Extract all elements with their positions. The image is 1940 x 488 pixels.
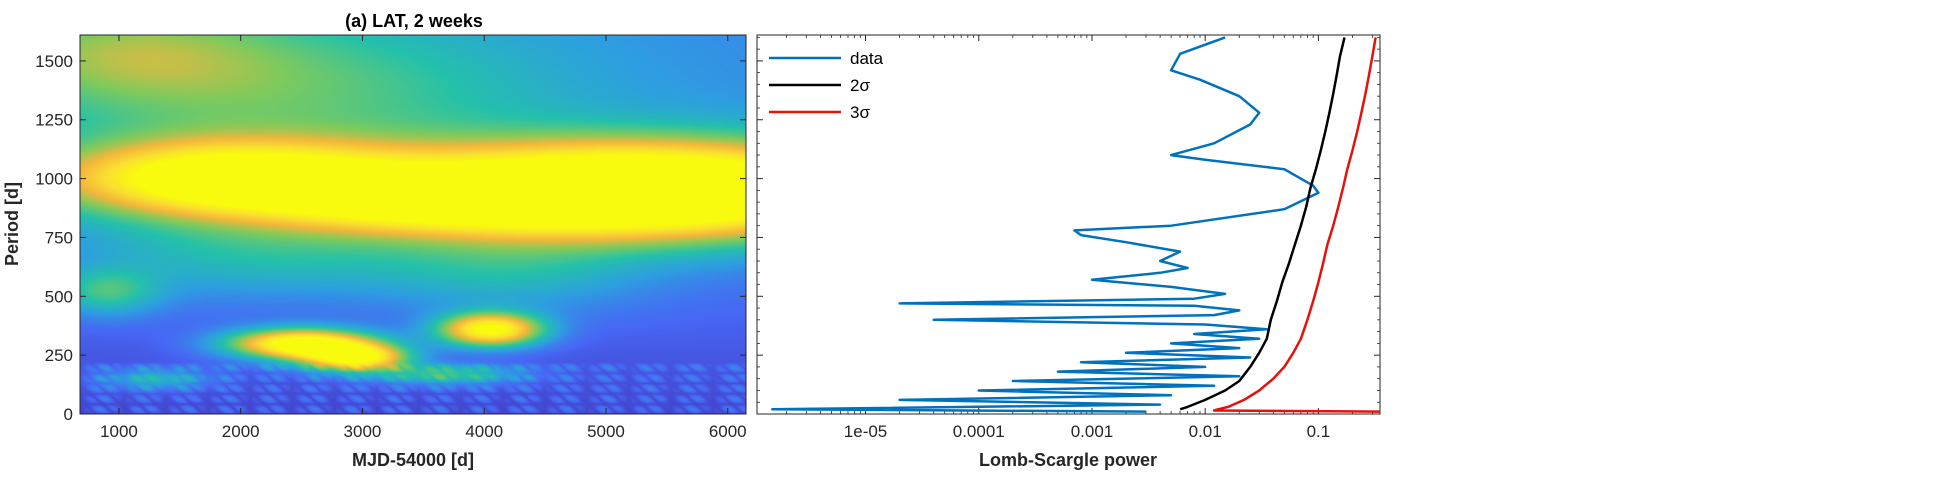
periodogram-series	[771, 36, 1380, 413]
heatmap-canvas-wrapper	[80, 35, 746, 414]
legend-label-data: data	[850, 49, 884, 68]
heatmap-y-tick-label: 500	[45, 287, 73, 306]
heatmap-x-tick-label: 2000	[222, 422, 260, 441]
heatmap-y-tick-label: 1000	[35, 170, 73, 189]
periodogram-x-axis-label: Lomb-Scargle power	[979, 450, 1157, 470]
heatmap-panel: (a) LAT, 2 weeks 1000 2000 3000 4000 5000 600…	[2, 11, 747, 470]
heatmap-y-axis-label: Period [d]	[2, 182, 22, 266]
heatmap-y-tick-label: 0	[64, 405, 73, 424]
heatmap-y-tick-label: 1250	[35, 111, 73, 130]
heatmap-x-tick-label: 5000	[587, 422, 625, 441]
heatmap-y-axis: 0 250 500 750 1000 1250 1500	[35, 52, 746, 424]
heatmap-y-tick-label: 1500	[35, 52, 73, 71]
heatmap-y-tick-label: 250	[45, 346, 73, 365]
periodogram-panel: 1e-05 0.0001 0.001 0.01 0.1 Lomb-Scargle pow…	[756, 34, 1381, 470]
periodogram-x-tick-label: 0.0001	[953, 422, 1005, 441]
heatmap-x-tick-label: 4000	[465, 422, 503, 441]
two-sigma-line	[1179, 37, 1346, 411]
heatmap-x-tick-label: 1000	[100, 422, 138, 441]
heatmap-y-tick-label: 750	[45, 228, 73, 247]
periodogram-x-tick-label: 1e-05	[844, 422, 887, 441]
heatmap-x-tick-label: 3000	[344, 422, 382, 441]
heatmap-x-tick-label: 6000	[709, 422, 747, 441]
data-series-line	[771, 36, 1320, 413]
heatmap-x-axis: 1000 2000 3000 4000 5000 6000	[100, 35, 747, 441]
legend-label-3sigma: 3σ	[850, 103, 870, 122]
periodogram-x-tick-label: 0.1	[1307, 422, 1331, 441]
heatmap-image	[80, 35, 746, 414]
periodogram-axes-box	[756, 34, 1381, 415]
heatmap-axes-box	[79, 34, 747, 415]
periodogram-y-axis	[757, 36, 1380, 415]
periodogram-x-tick-label: 0.001	[1071, 422, 1114, 441]
legend: data 2σ 3σ	[769, 49, 884, 122]
periodogram-x-tick-label: 0.01	[1189, 422, 1222, 441]
heatmap-x-axis-label: MJD-54000 [d]	[352, 450, 474, 470]
legend-label-2sigma: 2σ	[850, 76, 870, 95]
three-sigma-line	[1212, 37, 1380, 413]
heatmap-title: (a) LAT, 2 weeks	[345, 11, 483, 31]
